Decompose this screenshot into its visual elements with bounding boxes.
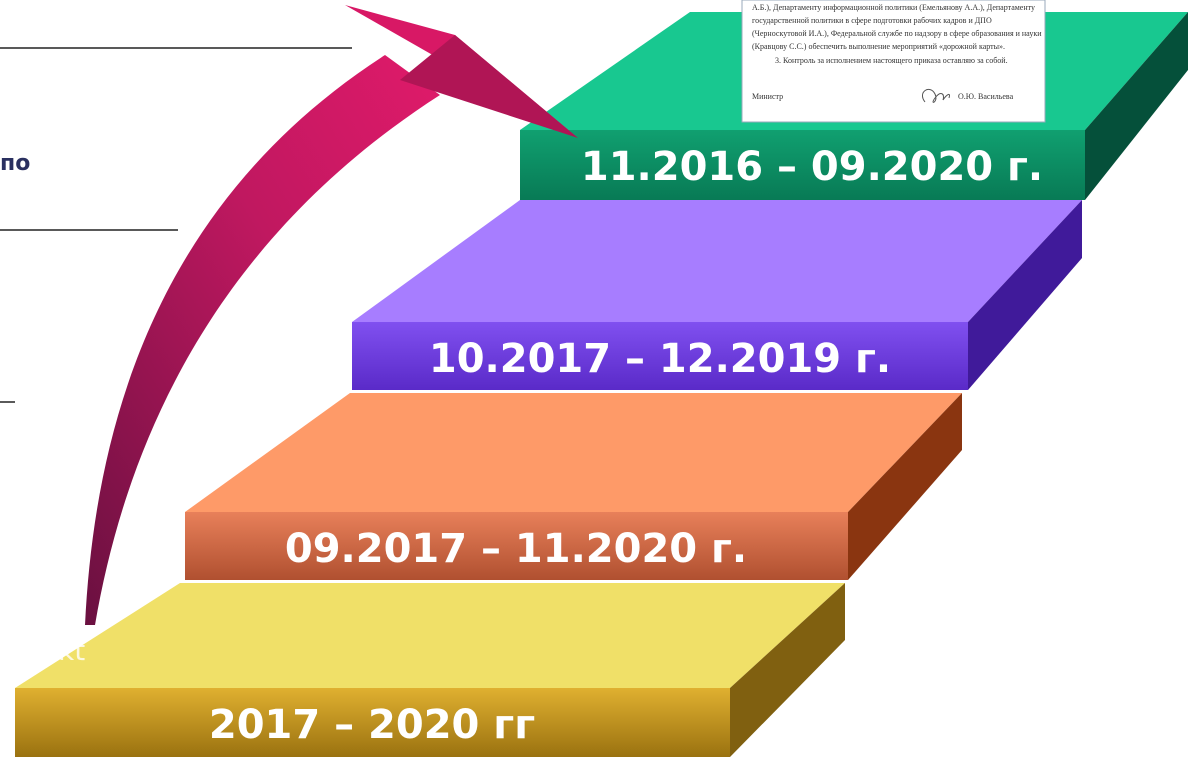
doc-line: (Кравцову С.С.) обеспечить выполнение ме… xyxy=(752,42,1005,51)
slide: {"left_text":{"fragment":"по","faint":"k… xyxy=(0,0,1198,757)
doc-position: Министр xyxy=(752,92,783,101)
document-image: А.Б.), Департаменту информационной полит… xyxy=(742,0,1045,122)
doc-line: 3. Контроль за исполнением настоящего пр… xyxy=(775,56,1008,65)
slide-canvas: по 11.2016 – 09.2020 г. А.Б.), Департаме… xyxy=(0,0,1198,757)
faint-text: kt xyxy=(58,634,85,667)
doc-line: государственной политики в сфере подгото… xyxy=(752,16,992,25)
step-yellow: 2017 – 2020 гг xyxy=(15,583,845,757)
step-orange: 09.2017 – 11.2020 г. xyxy=(185,393,962,580)
step-label: 11.2016 – 09.2020 г. xyxy=(581,144,1043,190)
doc-line: (Черноскутовой И.А.), Федеральной службе… xyxy=(752,29,1042,38)
doc-signature: О.Ю. Васильева xyxy=(958,92,1014,101)
step-purple: 10.2017 – 12.2019 г. xyxy=(352,200,1082,390)
step-label: 2017 – 2020 гг xyxy=(209,702,535,748)
left-fragment: по xyxy=(0,151,30,176)
step-label: 09.2017 – 11.2020 г. xyxy=(285,526,747,572)
doc-line: А.Б.), Департаменту информационной полит… xyxy=(752,3,1035,12)
step-label: 10.2017 – 12.2019 г. xyxy=(429,336,891,382)
